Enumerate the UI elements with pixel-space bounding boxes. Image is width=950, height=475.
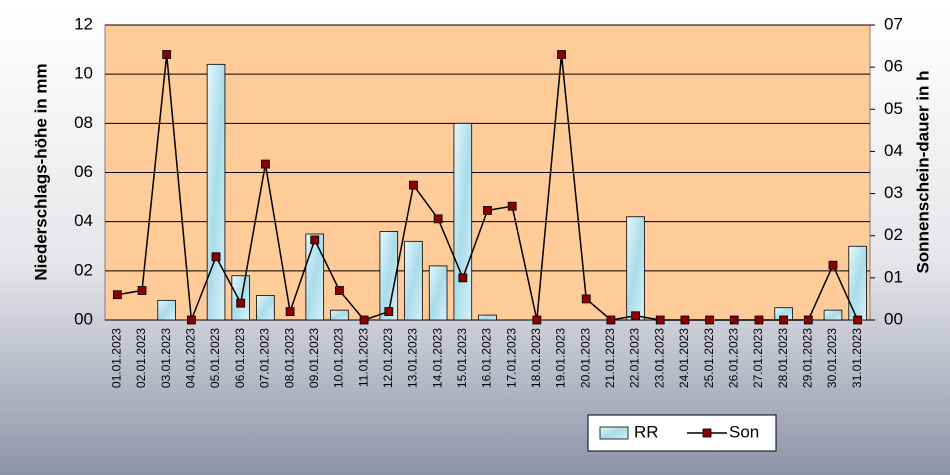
marker [458, 273, 468, 283]
x-tick-label: 27.01.2023 [751, 328, 765, 388]
bar [330, 309, 349, 321]
x-tick-label: 06.01.2023 [233, 328, 247, 388]
x-tick-label: 31.01.2023 [850, 328, 864, 388]
bar [453, 122, 473, 321]
bar [823, 309, 843, 321]
y-axis-label: Niederschlags-höhe in mm [31, 63, 50, 280]
x-tick-label: 24.01.2023 [677, 328, 691, 388]
y2-tick-label: 03 [884, 183, 903, 202]
marker [803, 315, 813, 325]
marker [680, 315, 690, 325]
x-tick-label: 04.01.2023 [184, 328, 198, 388]
marker [285, 307, 295, 316]
x-tick-label: 08.01.2023 [282, 328, 296, 388]
x-tick-label: 18.01.2023 [529, 328, 543, 388]
bar [428, 265, 448, 321]
x-tick-label: 29.01.2023 [800, 328, 814, 388]
marker [507, 201, 517, 211]
x-tick-label: 28.01.2023 [776, 328, 790, 388]
marker [261, 159, 270, 169]
marker [754, 315, 764, 325]
y2-tick-label: 06 [884, 57, 903, 76]
y-tick-label: 06 [74, 162, 93, 181]
bar [478, 314, 497, 321]
x-tick-label: 23.01.2023 [652, 328, 666, 388]
marker [186, 315, 196, 325]
bar [626, 216, 645, 321]
marker [310, 235, 320, 245]
bar [305, 233, 325, 321]
marker [853, 315, 863, 325]
marker [112, 290, 122, 300]
x-tick-label: 21.01.2023 [603, 328, 617, 388]
x-tick-label: 30.01.2023 [825, 328, 839, 388]
x-tick-label: 10.01.2023 [332, 328, 346, 388]
marker [384, 307, 394, 316]
bar [157, 299, 176, 321]
bar [206, 63, 226, 321]
marker [705, 315, 714, 325]
bar [379, 231, 399, 321]
marker [433, 214, 443, 224]
x-tick-label: 25.01.2023 [702, 328, 716, 388]
x-tick-label: 13.01.2023 [406, 328, 420, 388]
y2-tick-label: 05 [884, 99, 903, 118]
marker [335, 286, 344, 295]
marker [236, 298, 246, 308]
marker [729, 315, 739, 325]
marker [483, 206, 492, 215]
y-tick-label: 08 [74, 113, 93, 132]
marker [409, 180, 418, 190]
marker [655, 315, 665, 325]
marker [359, 315, 369, 325]
y-tick-label: 02 [74, 260, 93, 279]
marker [581, 294, 591, 304]
x-tick-label: 14.01.2023 [430, 328, 444, 388]
y2-tick-label: 04 [884, 141, 903, 160]
marker [606, 315, 616, 325]
y2-tick-label: 00 [884, 309, 903, 328]
marker [779, 315, 789, 325]
x-tick-label: 01.01.2023 [110, 328, 124, 388]
marker [211, 252, 221, 262]
x-tick-label: 22.01.2023 [628, 328, 642, 388]
x-tick-label: 05.01.2023 [208, 328, 222, 388]
marker [828, 260, 838, 270]
bar [256, 295, 275, 321]
y-tick-label: 10 [74, 64, 93, 83]
x-tick-label: 09.01.2023 [307, 328, 321, 388]
marker [631, 311, 640, 321]
y2-tick-label: 07 [884, 14, 903, 33]
bar [404, 240, 423, 321]
marker [532, 315, 542, 325]
marker [137, 286, 147, 295]
legend-label: RR [634, 422, 659, 441]
y-tick-label: 04 [74, 211, 93, 230]
x-tick-label: 16.01.2023 [480, 328, 494, 388]
y-tick-label: 12 [74, 14, 93, 33]
x-tick-label: 11.01.2023 [356, 328, 370, 387]
x-tick-label: 19.01.2023 [554, 328, 568, 388]
y-tick-label: 00 [74, 309, 93, 328]
marker [557, 50, 566, 59]
legend-label: Son [729, 422, 759, 441]
x-tick-label: 17.01.2023 [504, 328, 518, 388]
x-tick-label: 07.01.2023 [258, 328, 272, 388]
x-tick-label: 20.01.2023 [578, 328, 592, 388]
x-tick-label: 02.01.2023 [134, 328, 148, 388]
x-tick-label: 12.01.2023 [381, 328, 395, 388]
x-tick-label: 26.01.2023 [726, 328, 740, 388]
legend-swatch [599, 426, 629, 440]
x-tick-label: 15.01.2023 [455, 328, 469, 388]
x-tick-label: 03.01.2023 [159, 328, 173, 388]
y2-tick-label: 02 [884, 225, 903, 244]
legend-swatch [702, 428, 712, 438]
bar [231, 275, 251, 321]
bar [848, 245, 867, 321]
y2-tick-label: 01 [884, 267, 903, 286]
marker [162, 50, 172, 59]
y2-axis-label: Sonnenschein-dauer in h [913, 70, 932, 273]
